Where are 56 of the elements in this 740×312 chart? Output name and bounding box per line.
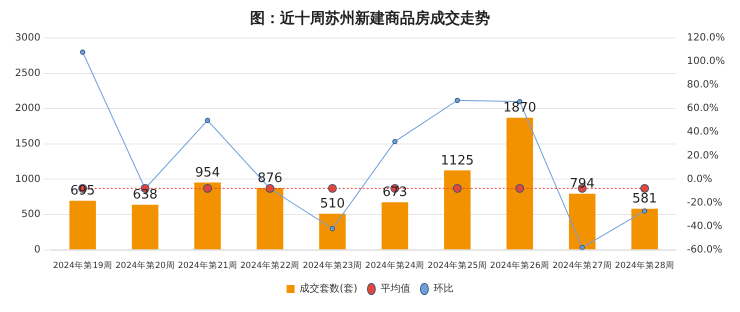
x-tick-label: 2024年第22周 [240, 260, 300, 272]
y-tick-label: 1000 [14, 174, 40, 185]
y2-tick-label: 0.0% [686, 174, 712, 185]
y2-tick-label: 20.0% [686, 150, 719, 162]
legend-label: 成交套数(套) [300, 282, 358, 295]
bar [69, 200, 96, 250]
data-label: 954 [195, 165, 220, 180]
chart-title: 图：近十周苏州新建商品房成交走势 [250, 8, 490, 27]
point [392, 138, 398, 144]
x-tick-label: 2024年第28周 [614, 260, 674, 272]
x-tick-label: 2024年第20周 [115, 260, 175, 272]
y2-tick-label: -20.0% [686, 197, 722, 208]
point [580, 244, 585, 250]
point [204, 118, 210, 123]
x-tick-label: 2024年第23周 [302, 260, 362, 272]
x-tick-label: 2024年第27周 [552, 260, 612, 272]
bar [132, 204, 158, 250]
point [80, 50, 86, 55]
x-tick-label: 2024年第25周 [428, 260, 488, 272]
data-label: 794 [570, 176, 595, 192]
x-tick-label: 2024年第19周 [52, 260, 112, 272]
y-tick-label: 500 [21, 209, 40, 220]
y2-tick-label: 60.0% [686, 103, 719, 114]
y2-tick-label: 100.0% [686, 56, 726, 68]
y2-tick-label: 120.0% [686, 32, 726, 44]
bar [194, 182, 221, 250]
y-tick-label: 2000 [14, 103, 40, 114]
x-tick-label: 2024年第21周 [178, 260, 238, 272]
y-tick-label: 2500 [14, 68, 40, 79]
x-tick-label: 2024年第26周 [490, 260, 550, 272]
data-label: 510 [320, 196, 345, 212]
y2-tick-label: 80.0% [686, 80, 719, 91]
data-label: 638 [132, 188, 158, 203]
bar [631, 208, 658, 250]
legend-label: 环比 [433, 282, 454, 295]
y2-tick-label: 40.0% [686, 126, 719, 138]
bar [319, 214, 346, 250]
legend-label: 平均值 [380, 282, 410, 295]
y-tick-label: 0 [34, 244, 40, 256]
y-tick-label: 3000 [14, 32, 40, 44]
bar [444, 170, 471, 250]
data-label: 1125 [440, 153, 474, 168]
data-label: 581 [632, 192, 658, 207]
point [330, 226, 336, 232]
bar [568, 194, 596, 250]
bar [506, 118, 534, 250]
y2-tick-label: -60.0% [686, 244, 722, 256]
point [454, 98, 460, 103]
data-label: 695 [70, 184, 96, 199]
y2-tick-label: -40.0% [686, 220, 722, 232]
data-label: 673 [382, 185, 408, 200]
y-tick-label: 1500 [14, 138, 40, 150]
bar [256, 188, 284, 250]
point [642, 208, 648, 214]
x-tick-label: 2024年第24周 [365, 260, 425, 272]
bar [382, 202, 408, 250]
